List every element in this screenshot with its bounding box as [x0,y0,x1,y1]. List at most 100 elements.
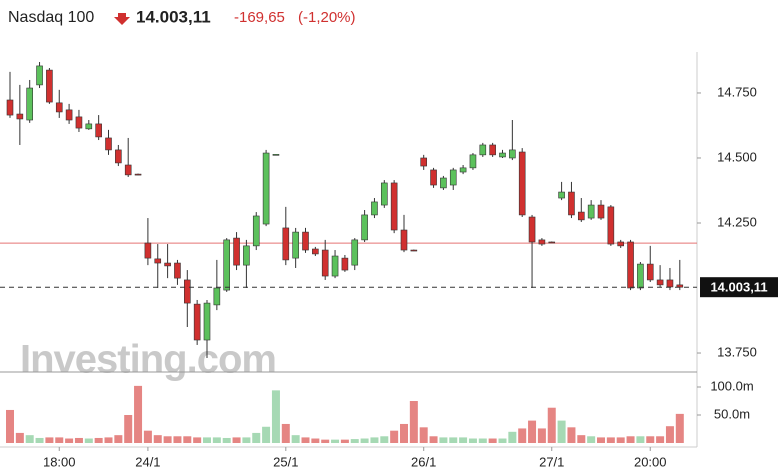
candle-body [341,257,349,271]
volume-bar [340,439,349,443]
volume-bar [35,437,44,443]
volume-bar [390,430,399,443]
x-tick-label: 24/1 [135,454,160,469]
candle-body [597,204,605,219]
volume-bar [281,423,290,443]
candle-body [164,262,171,267]
volume-bar [488,438,497,443]
volume-bar [528,420,537,443]
volume-bar [380,436,389,443]
candle-body [292,231,299,259]
candle-body [568,191,575,216]
candle-body [410,249,418,252]
volume-bar [537,428,546,443]
volume-bar [203,437,211,443]
candle-body [469,154,477,169]
candle-body [509,149,516,159]
candle-body [371,201,378,216]
volume-bar [232,437,241,443]
candle-body [262,152,270,225]
candle-body [361,214,368,241]
volume-bar [498,438,507,443]
change-pct: (-1,20%) [298,9,356,26]
volume-bar [291,435,300,443]
volume-bar [114,435,123,443]
volume-bar [104,437,113,443]
volume-bar [577,435,586,443]
candle-body [272,154,280,156]
candle-body [252,215,260,247]
volume-bar [94,437,103,443]
volume-bar [212,437,221,443]
down-arrow [114,13,130,25]
volume-bar [587,436,596,443]
candle-body [193,303,201,341]
volume-bar [153,435,162,443]
volume-bar [360,438,369,443]
candle-body [587,204,595,219]
volume-tick-label: 50.0m [714,406,750,421]
candle-body [85,123,93,130]
candle-body [26,87,34,121]
volume-bar [606,437,615,443]
volume-bar [429,436,438,443]
volume-bar [459,437,468,443]
last-price-box [700,277,778,298]
volume-bar [439,437,448,443]
volume-bar [616,437,625,443]
candle-body [6,99,14,116]
candle-body [646,263,654,281]
candle-body [203,302,211,341]
candle-body [95,123,102,138]
volume-bar [163,436,172,443]
volume-bar [15,432,24,443]
volume-bar [271,390,280,443]
change: -169,65 [234,9,285,26]
volume-bar [74,437,83,443]
volume-bar [597,437,605,443]
volume-bar [656,436,665,443]
candle-body [124,164,132,176]
candle-body [430,169,437,186]
candle-body [380,182,388,206]
volume-bar [134,385,143,443]
candle-body [351,239,359,266]
candle-body [528,216,536,243]
volume-bar [449,437,458,443]
candle-body [479,144,487,156]
volume-bar [468,438,477,443]
volume-bar [311,438,320,443]
volume-bar [173,436,182,443]
y-tick-label: 13.750 [717,344,757,359]
candle-body [459,167,467,173]
candle-body [538,239,546,245]
x-tick-label: 20:00 [634,454,667,469]
candle-body [607,206,615,245]
volume-bar [252,432,261,443]
volume-bar [262,426,271,443]
volume-bar [183,436,192,443]
volume-bar [409,401,418,443]
x-tick-label: 25/1 [273,454,298,469]
candle-body [55,102,63,113]
volume-bar [419,427,428,443]
volume-bar [557,420,566,443]
candle-body [243,245,250,266]
candle-body [115,149,122,164]
candle-body [518,151,526,216]
candle-body [548,241,556,244]
volume-bar [518,428,527,443]
volume-bar [301,437,310,443]
y-tick-label: 14.750 [717,84,757,99]
volume-bar [193,437,202,443]
volume-bar [508,431,517,443]
x-tick-label: 26/1 [411,454,436,469]
volume-bar [222,437,231,443]
candle-body [134,173,142,176]
candle-body [223,239,230,291]
candle-body [666,279,674,288]
candle-body [390,182,398,231]
volume-bar [321,439,330,443]
candle-body [331,255,339,277]
